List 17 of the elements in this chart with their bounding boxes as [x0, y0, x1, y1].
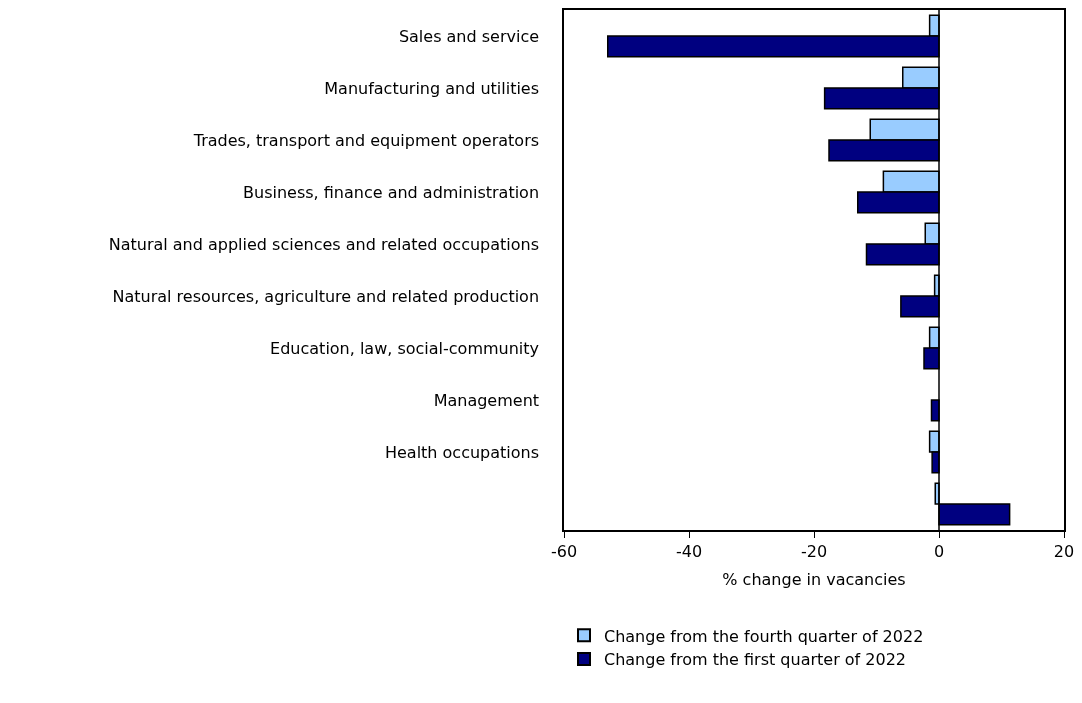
y-tick-label: Trades, transport and equipment operators	[192, 130, 540, 150]
x-tick-label: -40	[675, 541, 703, 561]
x-tick-label: 0	[933, 541, 945, 561]
y-tick-label: Management	[433, 390, 540, 410]
legend-label: Change from the fourth quarter of 2022	[604, 626, 924, 646]
y-tick-label: Health occupations	[384, 442, 540, 462]
y-tick-label: Business, finance and administration	[243, 182, 540, 202]
y-tick-label: Education, law, social-community	[270, 338, 540, 358]
legend-label: Change from the first quarter of 2022	[604, 650, 907, 670]
y-tick-label: Natural and applied sciences and related occupations	[108, 234, 540, 254]
y-tick-label: Natural resources, agriculture and related production	[112, 286, 540, 306]
y-tick-label: Manufacturing and utilities	[324, 78, 540, 98]
x-axis-title: % change in vacancies	[722, 570, 906, 590]
x-tick-label: 20	[1053, 541, 1075, 561]
y-tick-label: Sales and service	[398, 26, 540, 46]
x-tick-label: -60	[550, 541, 578, 561]
x-tick-label: -20	[800, 541, 828, 561]
